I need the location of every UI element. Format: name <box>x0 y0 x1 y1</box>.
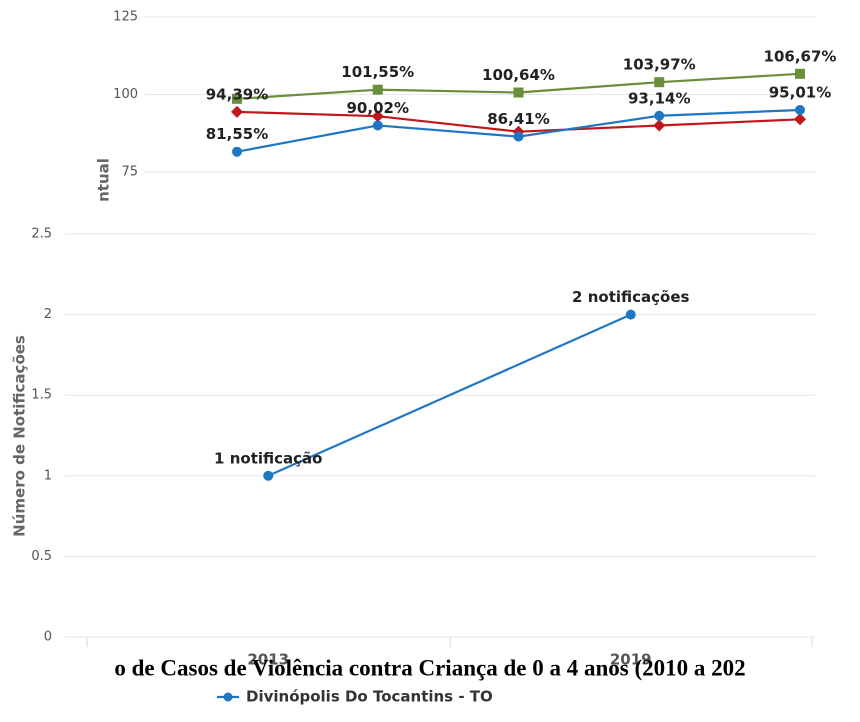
data-label: 100,64% <box>482 66 555 84</box>
data-label: 103,97% <box>623 56 696 74</box>
y-axis-label: ntual <box>95 158 113 202</box>
point <box>372 120 383 131</box>
y-axis-label: Número de Notificações <box>11 335 29 537</box>
legend-label: Divinópolis Do Tocantins - TO <box>246 688 493 706</box>
y-tick-label: 1.5 <box>31 388 52 403</box>
point <box>231 105 243 118</box>
y-tick-label: 125 <box>113 10 138 25</box>
data-label: 81,55% <box>206 125 268 143</box>
point <box>795 68 805 79</box>
point <box>371 110 384 123</box>
point <box>513 87 524 98</box>
point <box>625 309 636 320</box>
y-tick-label: 0.5 <box>31 549 52 564</box>
y-tick-label: 100 <box>113 87 138 102</box>
point <box>372 84 383 95</box>
x-tick-label: 2013 <box>247 651 289 669</box>
legend-marker <box>223 692 233 702</box>
y-tick-label: 75 <box>121 165 138 180</box>
data-label: 95,01% <box>769 83 831 101</box>
point <box>795 104 805 115</box>
point <box>654 110 665 121</box>
data-label: 94,39% <box>206 85 268 103</box>
point <box>513 131 524 142</box>
point <box>654 77 665 88</box>
y-tick-label: 0 <box>44 630 52 645</box>
y-tick-label: 1 <box>44 468 52 483</box>
point <box>794 113 806 126</box>
y-tick-label: 2 <box>44 307 52 322</box>
point <box>232 93 242 104</box>
data-label: 1 notificação <box>214 449 322 467</box>
series-line <box>267 313 632 477</box>
point <box>263 470 274 481</box>
data-label: 106,67% <box>764 47 837 65</box>
data-label: 93,14% <box>628 89 690 107</box>
point <box>232 146 242 157</box>
data-label: 86,41% <box>487 110 549 128</box>
y-tick-label: 2.5 <box>31 227 52 242</box>
data-label: 90,02% <box>347 99 409 117</box>
data-label: 101,55% <box>341 63 414 81</box>
x-tick-label: 2019 <box>610 651 652 669</box>
point <box>653 119 666 132</box>
data-label: 2 notificações <box>572 288 689 306</box>
chart-title: o de Casos de Violência contra Criança d… <box>114 655 745 680</box>
